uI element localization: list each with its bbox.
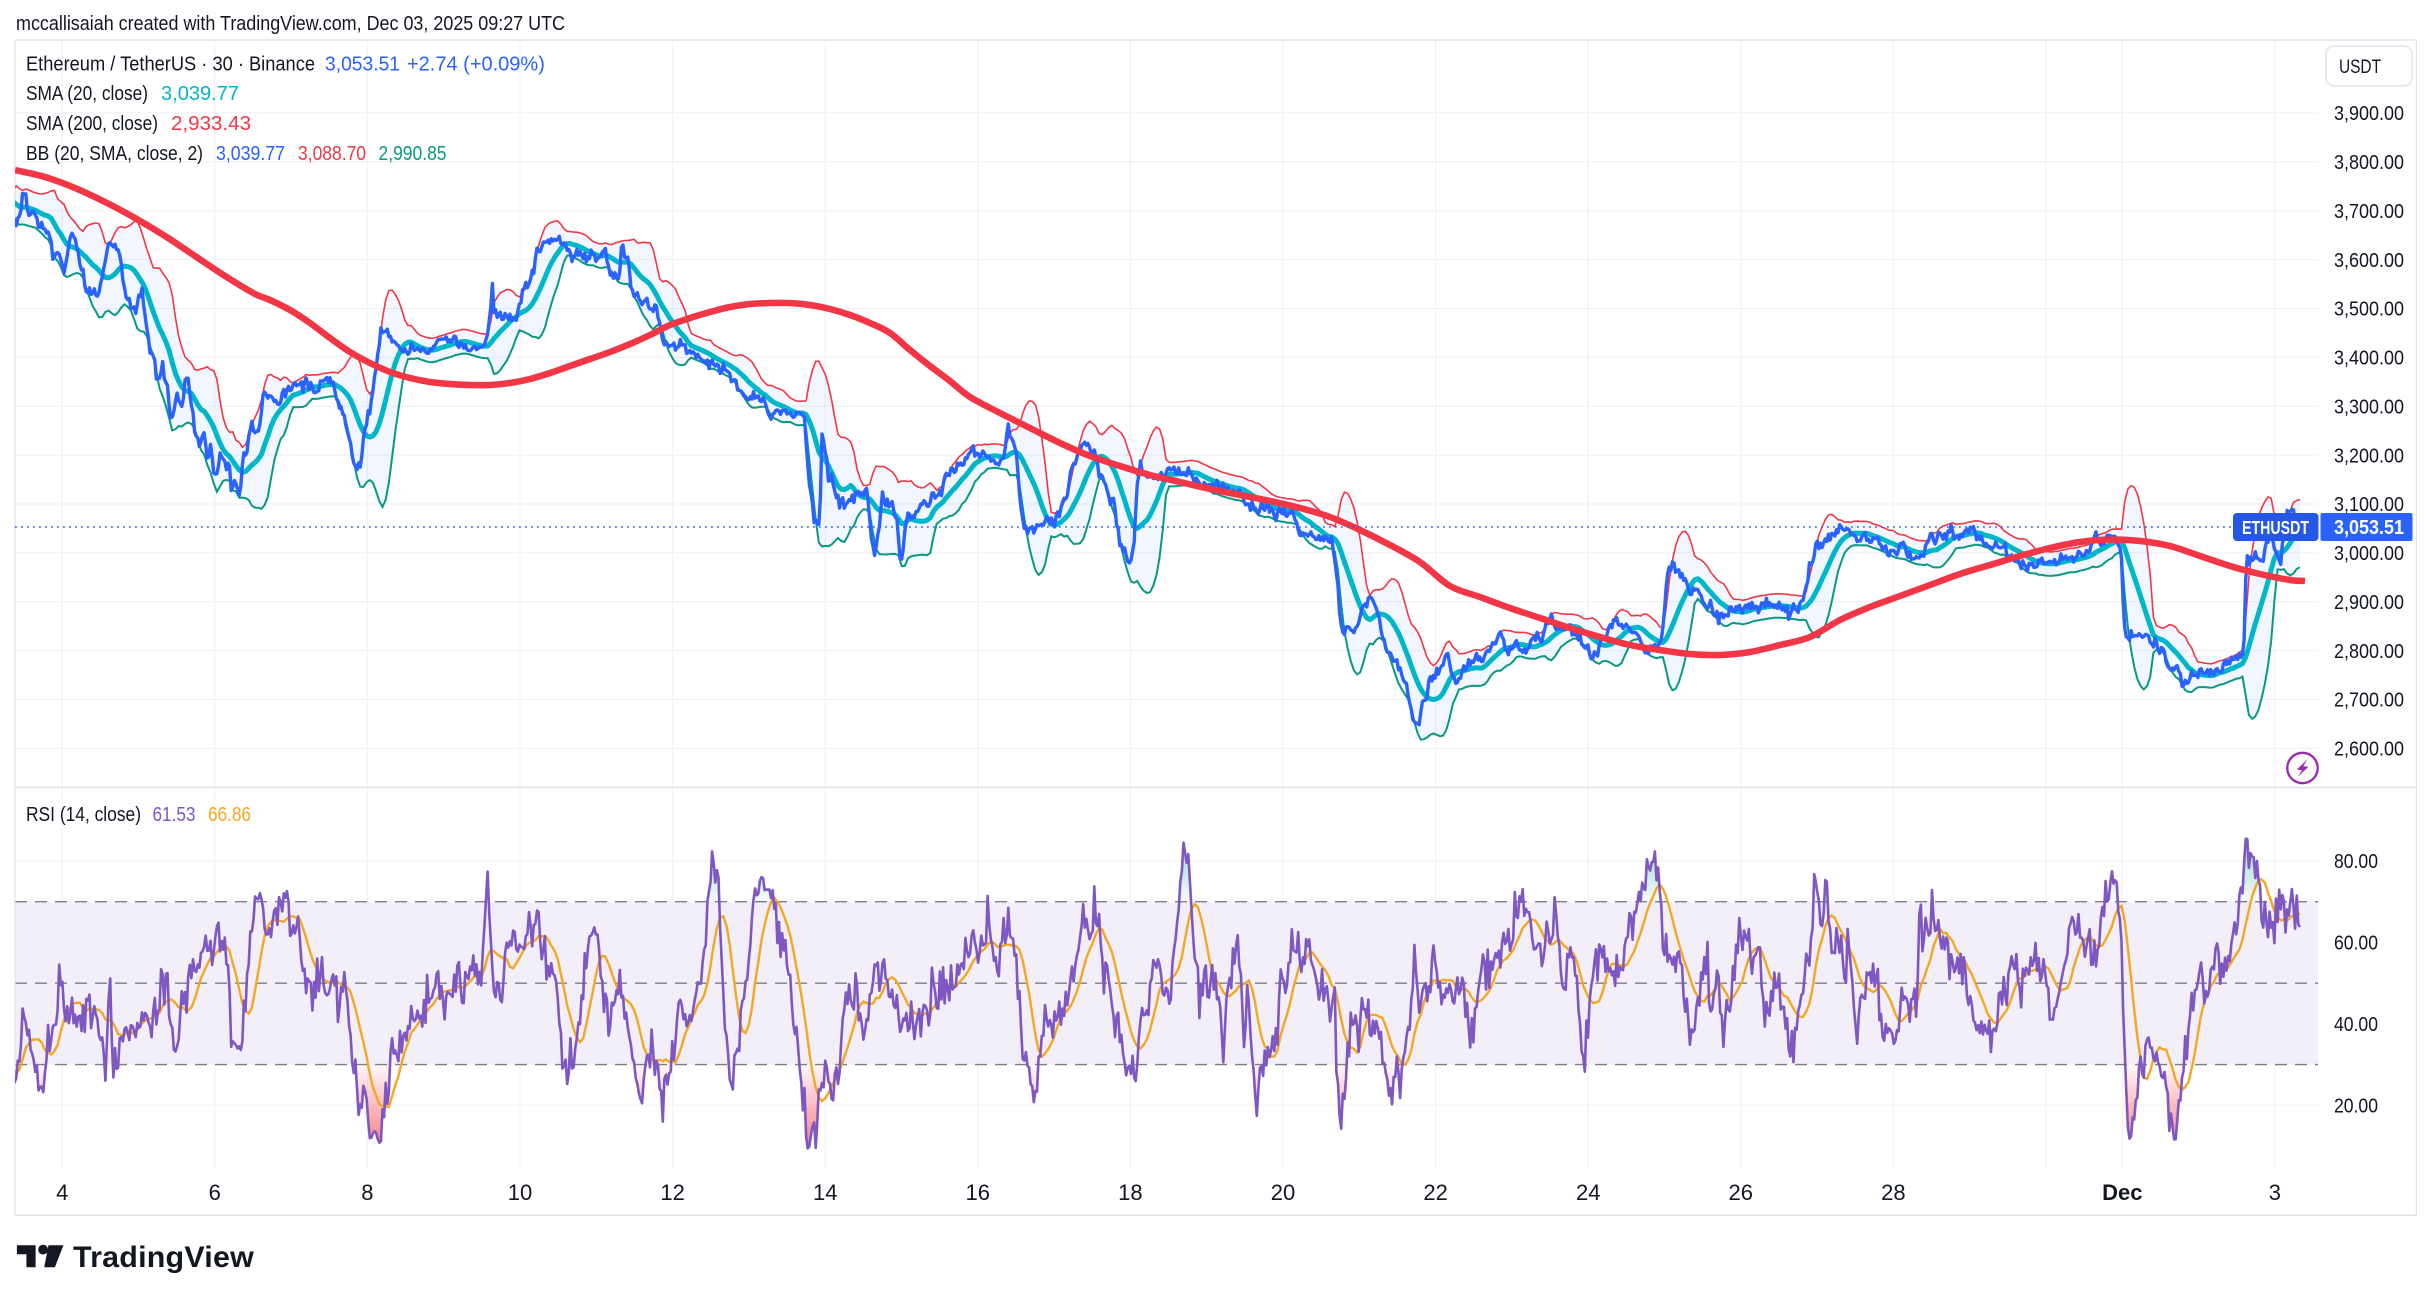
svg-text:8: 8 <box>361 1180 373 1205</box>
svg-text:60.00: 60.00 <box>2334 933 2378 955</box>
svg-text:12: 12 <box>660 1180 684 1205</box>
svg-text:16: 16 <box>966 1180 990 1205</box>
svg-text:3,053.51: 3,053.51 <box>325 53 400 75</box>
svg-text:3: 3 <box>2269 1180 2281 1205</box>
svg-text:BB (20, SMA, close, 2): BB (20, SMA, close, 2) <box>26 143 203 165</box>
svg-text:61.53: 61.53 <box>153 804 196 826</box>
svg-text:3,088.70: 3,088.70 <box>298 143 366 165</box>
svg-text:66.86: 66.86 <box>208 804 251 826</box>
svg-text:4: 4 <box>56 1180 68 1205</box>
svg-text:20.00: 20.00 <box>2334 1096 2378 1118</box>
svg-text:TradingView: TradingView <box>73 1241 254 1274</box>
svg-text:2,990.85: 2,990.85 <box>379 143 447 165</box>
svg-text:40.00: 40.00 <box>2334 1014 2378 1036</box>
svg-text:3,000.00: 3,000.00 <box>2334 543 2404 565</box>
svg-text:Dec: Dec <box>2102 1180 2142 1205</box>
svg-text:3,039.77: 3,039.77 <box>216 143 285 165</box>
svg-text:ETHUSDT: ETHUSDT <box>2242 517 2310 538</box>
svg-text:3,500.00: 3,500.00 <box>2334 299 2404 321</box>
svg-text:2,700.00: 2,700.00 <box>2334 690 2404 712</box>
svg-text:2,933.43: 2,933.43 <box>171 113 251 135</box>
svg-text:3,200.00: 3,200.00 <box>2334 445 2404 467</box>
svg-text:+2.74 (+0.09%): +2.74 (+0.09%) <box>407 53 545 75</box>
svg-text:RSI (14, close): RSI (14, close) <box>26 804 141 826</box>
svg-text:3,039.77: 3,039.77 <box>161 83 239 105</box>
svg-text:3,800.00: 3,800.00 <box>2334 152 2404 174</box>
svg-text:28: 28 <box>1881 1180 1905 1205</box>
svg-text:Ethereum / TetherUS · 30 · Bin: Ethereum / TetherUS · 30 · Binance <box>26 53 315 75</box>
svg-text:3,400.00: 3,400.00 <box>2334 348 2404 370</box>
svg-text:mccallisaiah created with Trad: mccallisaiah created with TradingView.co… <box>16 13 565 35</box>
svg-text:6: 6 <box>209 1180 221 1205</box>
svg-text:10: 10 <box>508 1180 532 1205</box>
svg-text:2,800.00: 2,800.00 <box>2334 641 2404 663</box>
svg-text:3,900.00: 3,900.00 <box>2334 103 2404 125</box>
svg-text:USDT: USDT <box>2339 57 2381 78</box>
svg-text:2,600.00: 2,600.00 <box>2334 739 2404 761</box>
svg-text:80.00: 80.00 <box>2334 851 2378 873</box>
svg-text:3,700.00: 3,700.00 <box>2334 201 2404 223</box>
svg-text:SMA (200, close): SMA (200, close) <box>26 113 158 135</box>
svg-text:26: 26 <box>1729 1180 1753 1205</box>
svg-text:22: 22 <box>1423 1180 1447 1205</box>
svg-text:3,053.51: 3,053.51 <box>2334 517 2404 539</box>
svg-text:20: 20 <box>1271 1180 1295 1205</box>
svg-text:3,300.00: 3,300.00 <box>2334 396 2404 418</box>
svg-text:2,900.00: 2,900.00 <box>2334 592 2404 614</box>
svg-text:18: 18 <box>1118 1180 1142 1205</box>
svg-text:24: 24 <box>1576 1180 1600 1205</box>
svg-text:14: 14 <box>813 1180 837 1205</box>
svg-text:SMA (20, close): SMA (20, close) <box>26 83 148 105</box>
svg-text:3,600.00: 3,600.00 <box>2334 250 2404 272</box>
svg-text:3,100.00: 3,100.00 <box>2334 494 2404 516</box>
